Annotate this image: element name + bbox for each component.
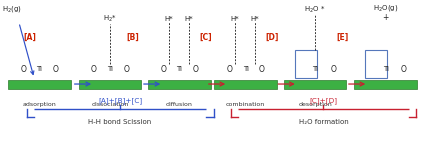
Text: O: O: [124, 65, 129, 74]
Text: H₂O formation: H₂O formation: [299, 119, 348, 125]
Text: [B]: [B]: [126, 33, 139, 42]
Text: [E]: [E]: [336, 33, 348, 42]
Bar: [284, 80, 346, 89]
Text: diffusion: diffusion: [166, 102, 193, 107]
Text: O: O: [91, 65, 97, 74]
Text: O: O: [330, 65, 336, 74]
Text: O: O: [20, 65, 26, 74]
Text: H*: H*: [231, 16, 239, 22]
Text: H$_2$*: H$_2$*: [103, 13, 117, 24]
Text: Ti: Ti: [176, 66, 182, 72]
Text: Ti: Ti: [36, 66, 42, 72]
Text: H$_2$O(g): H$_2$O(g): [373, 3, 398, 13]
Text: adsorption: adsorption: [22, 102, 56, 107]
Text: [C]+[D]: [C]+[D]: [309, 97, 337, 104]
Text: H$_2$O *: H$_2$O *: [305, 4, 326, 15]
Text: dissociation: dissociation: [92, 102, 129, 107]
Text: desorption: desorption: [298, 102, 332, 107]
Text: Ti: Ti: [383, 66, 389, 72]
Bar: [148, 80, 210, 89]
Bar: [214, 80, 277, 89]
Bar: [365, 50, 388, 78]
Text: O: O: [259, 65, 265, 74]
Text: O: O: [193, 65, 199, 74]
Text: O: O: [226, 65, 232, 74]
Text: H-H bond Scission: H-H bond Scission: [89, 119, 152, 125]
Text: [A]: [A]: [23, 33, 36, 42]
Text: H*: H*: [165, 16, 173, 22]
Text: Ti: Ti: [312, 66, 318, 72]
Text: [D]: [D]: [265, 33, 279, 42]
Bar: [8, 80, 70, 89]
Text: O: O: [160, 65, 166, 74]
Text: [C]: [C]: [200, 33, 212, 42]
Text: O: O: [53, 65, 58, 74]
Text: +: +: [382, 13, 389, 22]
Text: [A]+[B]+[C]: [A]+[B]+[C]: [98, 97, 142, 104]
Text: combination: combination: [226, 102, 265, 107]
Text: Ti: Ti: [243, 66, 248, 72]
Text: H$_2$(g): H$_2$(g): [3, 4, 22, 14]
Text: Ti: Ti: [107, 66, 113, 72]
Text: H*: H*: [184, 16, 193, 22]
Text: O: O: [400, 65, 407, 74]
Bar: [354, 80, 417, 89]
Text: H*: H*: [251, 16, 259, 22]
Bar: [295, 50, 317, 78]
Bar: [79, 80, 141, 89]
